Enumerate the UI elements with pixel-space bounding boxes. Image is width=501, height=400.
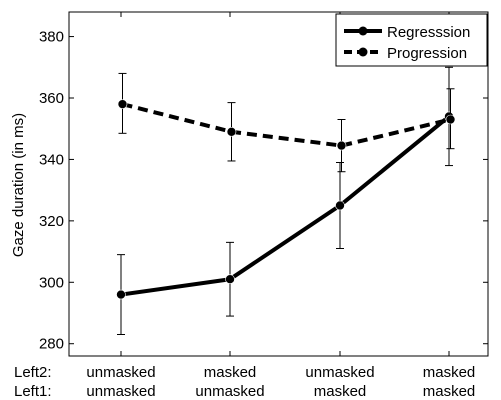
data-point-progression [117,99,128,109]
category-label-left2: unmasked [86,364,155,381]
legend-box [335,13,488,67]
y-axis: 280 300 320 340 360 380 [39,29,488,353]
row-label-left2: Left2: [14,364,52,381]
category-labels: unmasked unmasked masked unmasked unmasked ma… [86,364,475,400]
data-point-progression [226,126,237,137]
legend-marker-regression [358,26,368,36]
category-label-left1: masked [423,383,476,400]
y-tick-label: 280 [39,336,64,353]
data-point-progression [336,140,347,151]
y-axis-label: Gaze duration (in ms) [10,113,27,257]
category-label-left1: masked [314,383,367,400]
series-layer [116,66,456,335]
plot-frame [68,11,489,357]
data-point-regression [116,289,126,300]
data-point-progression [445,114,456,125]
category-label-left2: masked [423,364,476,381]
category-label-left1: unmasked [195,383,264,400]
series-line-regression [120,114,451,297]
legend: Regresssion Progression [335,13,488,67]
data-point-regression [335,200,345,211]
y-tick-label: 300 [39,274,64,291]
legend-label-regression: Regresssion [387,24,470,41]
series-line-progression [122,102,451,148]
row-label-left1: Left1: [14,383,52,400]
legend-label-progression: Progression [387,45,467,62]
legend-marker-progression [358,47,368,57]
y-tick-label: 320 [39,213,64,230]
data-point-regression [225,274,235,285]
y-tick-label: 340 [39,151,64,168]
y-tick-label: 360 [39,90,64,107]
y-tick-label: 380 [39,29,64,46]
category-label-left2: masked [204,364,257,381]
category-label-left1: unmasked [86,383,155,400]
category-label-left2: unmasked [305,364,374,381]
